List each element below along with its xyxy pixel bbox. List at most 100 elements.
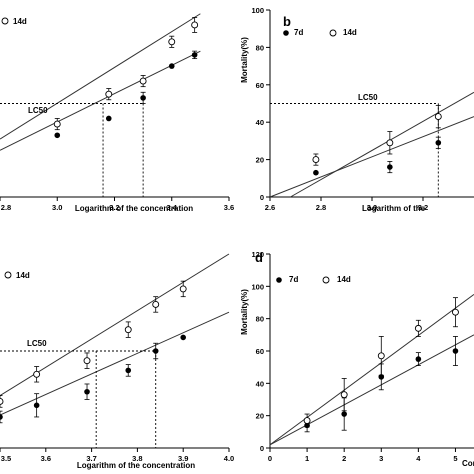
y-tick-label: 60 [256, 81, 264, 90]
data-point-7d [168, 63, 175, 69]
data-point-7d [125, 367, 132, 374]
panel-c: 3.5 3.6 3.7 3.8 3.9 4.0 LC50 14d Logarithm of th… [0, 253, 234, 470]
y-tick-label: 80 [256, 315, 264, 324]
y-tick-label: 20 [256, 412, 264, 421]
x-tick-label: 3 [379, 454, 383, 463]
x-tick-label: 2.6 [265, 203, 275, 212]
data-point-14d [83, 357, 91, 365]
data-point-14d [414, 324, 422, 332]
data-point-14d [152, 300, 160, 308]
x-tick-label: 3.8 [132, 454, 142, 463]
fit-line [0, 50, 201, 151]
x-tick-label: 3.2 [109, 203, 119, 212]
y-tick-label: 100 [251, 282, 264, 291]
legend-label: 7d [294, 28, 303, 37]
x-tick-label: 3.2 [418, 203, 428, 212]
data-point-14d [386, 139, 394, 147]
y-axis-title: Mortality(%) [240, 37, 249, 83]
data-point-7d [33, 402, 40, 409]
data-point-7d [415, 356, 422, 362]
data-point-7d [140, 95, 146, 101]
legend-marker-14d [4, 271, 12, 279]
fit-line [0, 311, 230, 416]
legend-label: 7d [289, 275, 298, 284]
fit-line [269, 334, 474, 446]
x-tick-label: 3.6 [224, 203, 234, 212]
x-tick-label: 2.8 [316, 203, 326, 212]
x-axis-title: Logarithm of the [362, 204, 426, 213]
legend-marker-7d [283, 30, 289, 36]
y-tick-label: 40 [256, 379, 264, 388]
data-point-7d [452, 348, 459, 354]
data-point-14d [191, 21, 199, 29]
x-tick-label: 3.5 [1, 454, 11, 463]
x-axis-title: Logarithm of the concentration [77, 461, 195, 470]
x-tick-label: 4 [416, 454, 421, 463]
data-point-7d [387, 164, 393, 170]
data-point-14d [303, 417, 311, 424]
panel-letter: b [283, 14, 291, 29]
x-axis-title: Con [462, 459, 474, 468]
legend-label: 14d [343, 28, 357, 37]
data-point-7d [0, 414, 3, 420]
data-point-14d [0, 397, 4, 405]
legend-marker-14d [1, 17, 9, 25]
legend-marker-14d [322, 276, 330, 284]
data-point-14d [377, 352, 385, 360]
data-point-7d [152, 348, 159, 354]
x-tick-label: 4.0 [224, 454, 234, 463]
data-point-14d [168, 38, 176, 46]
x-tick-label: 3.6 [41, 454, 51, 463]
data-point-7d [313, 169, 319, 176]
legend-label: 14d [13, 17, 27, 26]
y-tick-label: 40 [256, 118, 264, 127]
data-point-14d [139, 77, 147, 85]
y-tick-label: 0 [260, 193, 264, 202]
data-point-14d [179, 285, 187, 293]
y-tick-label: 60 [256, 347, 264, 356]
legend-label: 14d [337, 275, 351, 284]
data-point-14d [340, 391, 348, 399]
x-tick-label: 3.4 [167, 203, 178, 212]
y-tick-label: 120 [251, 250, 264, 259]
legend-marker-7d [276, 277, 282, 283]
data-point-7d [105, 115, 112, 122]
panel-a: 2.8 3.0 3.2 3.4 3.6 LC50 14d Logarithm of the c… [0, 13, 234, 213]
data-point-7d [84, 388, 90, 395]
fit-line [269, 116, 474, 198]
data-point-14d [434, 113, 442, 121]
lc50-label: LC50 [28, 106, 48, 115]
x-tick-label: 3.0 [367, 203, 377, 212]
y-axis-title: Mortality(%) [240, 289, 249, 335]
data-point-7d [191, 52, 198, 58]
x-tick-label: 3.0 [52, 203, 62, 212]
y-tick-label: 100 [251, 6, 264, 15]
data-point-14d [33, 370, 41, 378]
x-tick-label: 1 [305, 454, 309, 463]
legend-label: 14d [16, 271, 30, 280]
x-axis-title: Logarithm of the concentration [75, 204, 193, 213]
data-point-7d [54, 132, 61, 139]
y-tick-label: 80 [256, 43, 264, 52]
data-point-7d [341, 411, 347, 417]
x-tick-label: 5 [453, 454, 457, 463]
x-tick-label: 3.9 [178, 454, 188, 463]
data-point-7d [180, 334, 186, 341]
lc50-label: LC50 [358, 93, 378, 102]
y-tick-label: 0 [260, 444, 264, 453]
data-point-14d [53, 120, 61, 128]
panel-letter: d [255, 250, 263, 265]
data-point-7d [435, 139, 442, 146]
fit-line [269, 294, 474, 446]
y-tick-label: 20 [256, 156, 264, 165]
legend-marker-14d [329, 29, 337, 37]
lc50-label: LC50 [27, 339, 47, 348]
data-point-14d [312, 156, 320, 164]
x-tick-label: 2.8 [1, 203, 11, 212]
fit-line [290, 91, 474, 198]
panel-b: 2.6 2.8 3.0 3.2 0 20 40 60 80 100 LC50 b7d 14d Logari… [240, 6, 474, 213]
x-tick-label: 3.7 [86, 454, 96, 463]
data-point-14d [105, 90, 113, 98]
